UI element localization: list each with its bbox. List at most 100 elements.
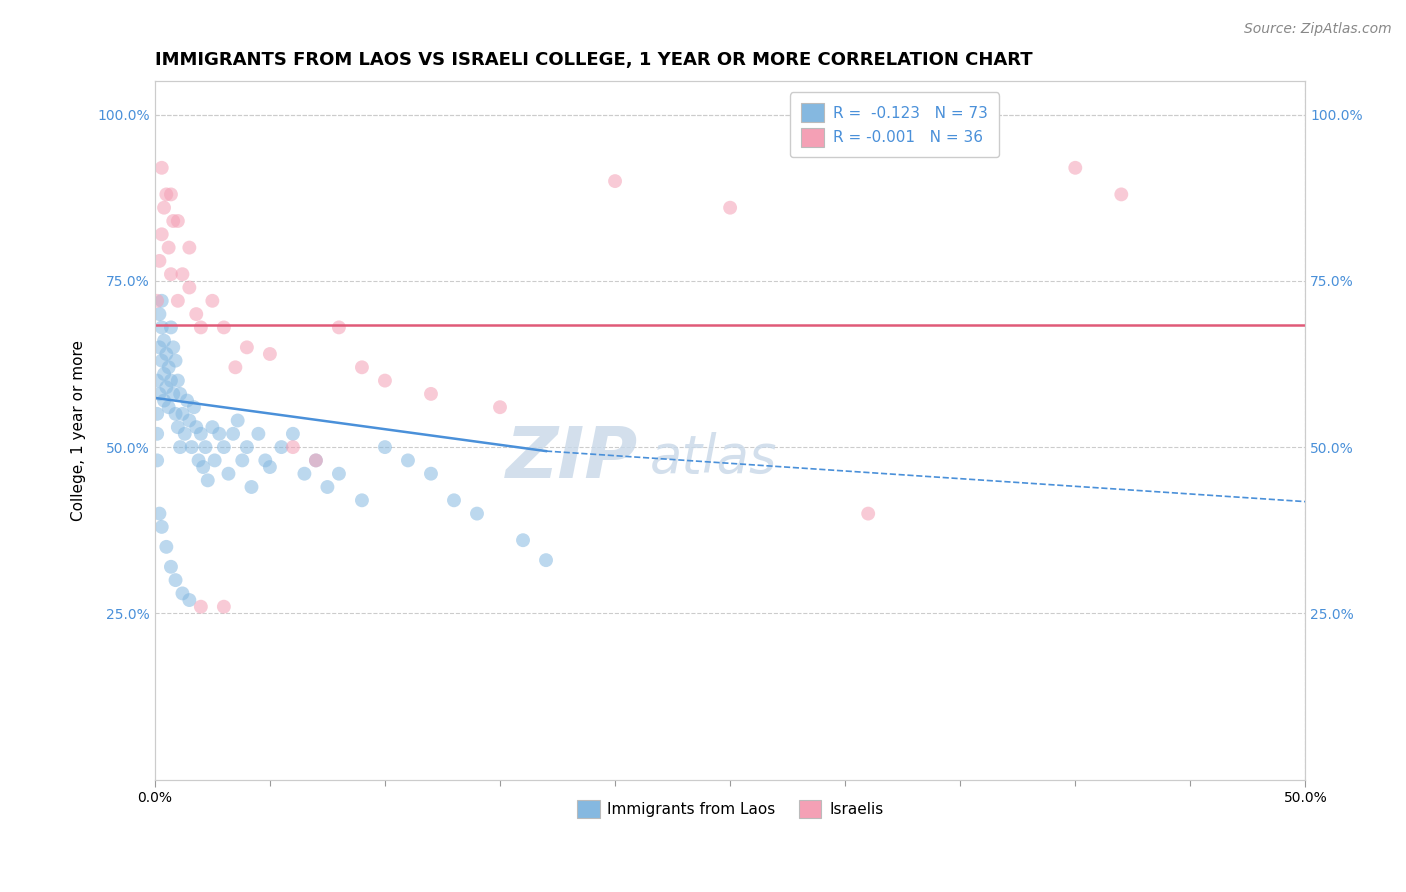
Point [153, 367, 176, 381]
Point [718, 201, 741, 215]
Point [165, 353, 187, 368]
Point [190, 599, 212, 614]
Point [270, 440, 292, 454]
Point [180, 440, 202, 454]
Point [201, 293, 224, 308]
Point [155, 380, 177, 394]
Point [173, 426, 195, 441]
Point [217, 467, 239, 481]
Point [420, 387, 443, 401]
Point [603, 174, 626, 188]
Point [157, 360, 180, 375]
Point [305, 453, 328, 467]
Point [201, 420, 224, 434]
Point [150, 520, 173, 534]
Point [148, 507, 170, 521]
Point [148, 253, 170, 268]
Point [169, 440, 191, 454]
Point [236, 440, 259, 454]
Point [160, 559, 183, 574]
Point [179, 593, 201, 607]
Point [146, 453, 169, 467]
Point [212, 440, 235, 454]
Point [212, 320, 235, 334]
Point [172, 267, 194, 281]
Point [162, 340, 184, 354]
Point [191, 460, 214, 475]
Point [165, 407, 187, 421]
Point [183, 401, 205, 415]
Point [374, 374, 396, 388]
Point [212, 599, 235, 614]
Point [420, 467, 443, 481]
Text: Source: ZipAtlas.com: Source: ZipAtlas.com [1244, 22, 1392, 37]
Point [166, 374, 188, 388]
Point [166, 420, 188, 434]
Point [166, 214, 188, 228]
Legend: Immigrants from Laos, Israelis: Immigrants from Laos, Israelis [571, 794, 890, 824]
Point [197, 474, 219, 488]
Point [150, 293, 173, 308]
Point [155, 347, 177, 361]
Point [190, 426, 212, 441]
Point [259, 347, 281, 361]
Text: ZIP: ZIP [506, 424, 638, 493]
Point [443, 493, 465, 508]
Point [489, 401, 512, 415]
Point [166, 293, 188, 308]
Point [512, 533, 534, 548]
Point [172, 407, 194, 421]
Point [254, 453, 277, 467]
Point [316, 480, 339, 494]
Point [160, 187, 183, 202]
Point [294, 467, 316, 481]
Point [281, 440, 304, 454]
Point [148, 340, 170, 354]
Text: IMMIGRANTS FROM LAOS VS ISRAELI COLLEGE, 1 YEAR OR MORE CORRELATION CHART: IMMIGRANTS FROM LAOS VS ISRAELI COLLEGE,… [155, 51, 1032, 69]
Point [240, 480, 263, 494]
Point [247, 426, 270, 441]
Point [396, 453, 419, 467]
Point [157, 401, 180, 415]
Point [179, 413, 201, 427]
Point [374, 440, 396, 454]
Point [1111, 187, 1133, 202]
Point [157, 241, 180, 255]
Point [146, 426, 169, 441]
Point [146, 374, 169, 388]
Point [236, 340, 259, 354]
Point [146, 407, 169, 421]
Point [153, 334, 176, 348]
Point [162, 387, 184, 401]
Point [150, 353, 173, 368]
Point [204, 453, 226, 467]
Point [259, 460, 281, 475]
Point [179, 280, 201, 294]
Point [1064, 161, 1087, 175]
Point [150, 161, 173, 175]
Point [350, 360, 373, 375]
Point [856, 507, 879, 521]
Point [226, 413, 249, 427]
Point [176, 393, 198, 408]
Point [208, 426, 231, 441]
Point [160, 374, 183, 388]
Point [194, 440, 217, 454]
Point [281, 426, 304, 441]
Point [148, 387, 170, 401]
Point [150, 320, 173, 334]
Y-axis label: College, 1 year or more: College, 1 year or more [72, 340, 86, 521]
Point [165, 573, 187, 587]
Point [186, 307, 208, 321]
Point [190, 320, 212, 334]
Point [305, 453, 328, 467]
Point [155, 540, 177, 554]
Point [328, 467, 350, 481]
Point [146, 293, 169, 308]
Point [150, 227, 173, 242]
Point [148, 307, 170, 321]
Point [222, 426, 245, 441]
Point [350, 493, 373, 508]
Point [153, 201, 176, 215]
Point [224, 360, 246, 375]
